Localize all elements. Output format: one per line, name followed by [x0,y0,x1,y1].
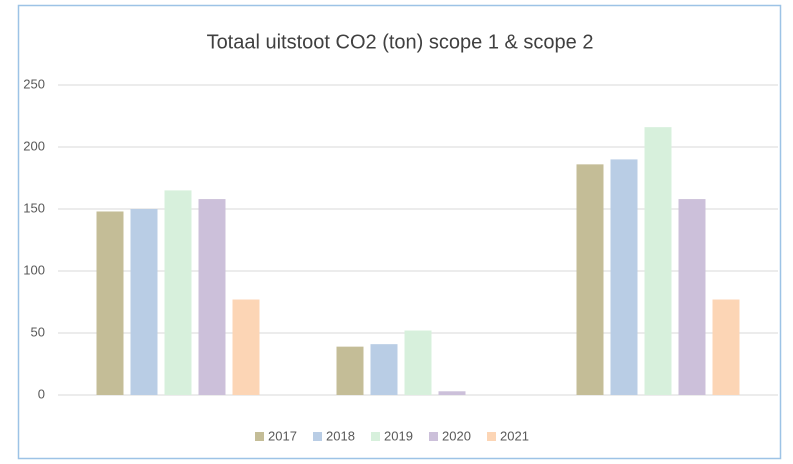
legend-swatch [255,432,264,441]
legend-label: 2017 [268,428,297,443]
bar [370,344,398,395]
bar [644,127,672,395]
bar [712,299,740,395]
bar [130,209,158,395]
bar [438,391,466,395]
legend-swatch [371,432,380,441]
y-tick-label: 100 [23,262,45,277]
y-tick-label: 150 [23,200,45,215]
bar [96,211,124,395]
y-tick-label: 200 [23,138,45,153]
bar [232,299,260,395]
y-tick-label: 50 [31,324,45,339]
legend-swatch [313,432,322,441]
y-tick-label: 250 [23,76,45,91]
chart-title: Totaal uitstoot CO2 (ton) scope 1 & scop… [207,31,594,53]
legend-label: 2019 [384,428,413,443]
bar [198,199,226,395]
bar [678,199,706,395]
y-tick-label: 0 [38,386,45,401]
bar [576,164,604,395]
bar [164,190,192,395]
legend-label: 2018 [326,428,355,443]
legend-swatch [487,432,496,441]
bar [404,330,432,395]
bar [336,346,364,395]
legend-label: 2020 [442,428,471,443]
legend-label: 2021 [500,428,529,443]
bar [610,159,638,395]
legend-swatch [429,432,438,441]
